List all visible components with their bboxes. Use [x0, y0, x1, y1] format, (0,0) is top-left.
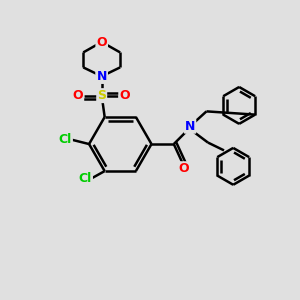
- Text: O: O: [119, 89, 130, 102]
- Text: Cl: Cl: [59, 133, 72, 146]
- Text: O: O: [73, 89, 83, 102]
- Text: N: N: [97, 70, 107, 83]
- Text: Cl: Cl: [79, 172, 92, 185]
- Text: N: N: [97, 70, 107, 83]
- Text: O: O: [96, 35, 107, 49]
- Text: N: N: [185, 120, 195, 133]
- Text: S: S: [97, 89, 106, 102]
- Text: O: O: [179, 162, 190, 175]
